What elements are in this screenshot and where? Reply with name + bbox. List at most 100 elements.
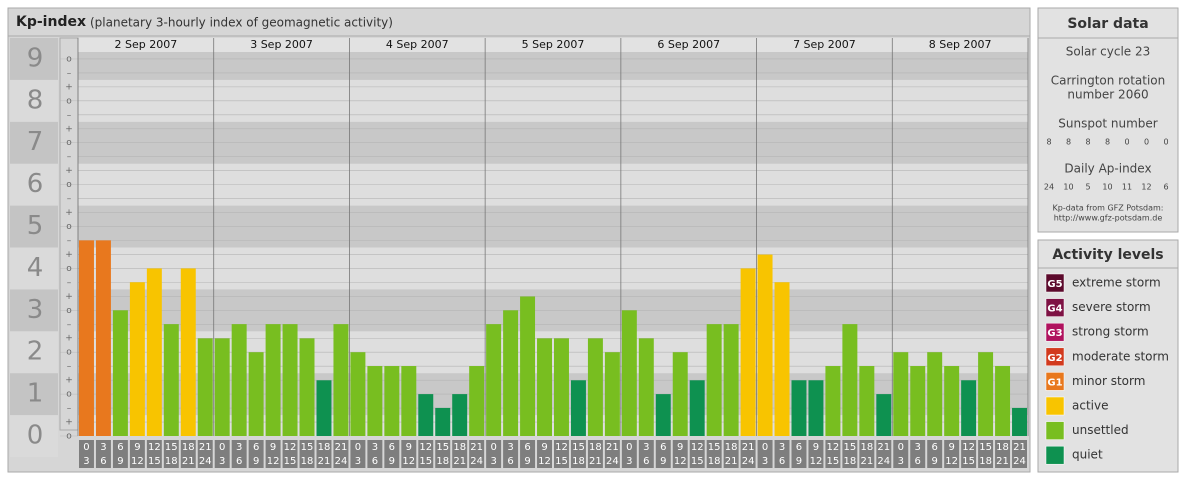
x-tick-end: 9 <box>524 456 530 467</box>
x-tick-box <box>587 440 603 468</box>
bar <box>95 240 111 436</box>
x-tick-end: 18 <box>708 456 721 467</box>
bar <box>944 366 960 436</box>
bar <box>146 268 162 436</box>
level-code: G4 <box>1047 304 1062 315</box>
x-tick-end: 18 <box>165 456 178 467</box>
chart-title: Kp-index <box>16 14 86 30</box>
x-tick-box <box>214 440 230 468</box>
bar <box>1012 407 1027 436</box>
bar <box>978 352 994 436</box>
x-tick-start: 21 <box>335 442 348 453</box>
x-tick-box <box>163 440 179 468</box>
x-tick-end: 18 <box>301 456 314 467</box>
x-tick-end: 15 <box>284 456 297 467</box>
x-tick-box <box>842 440 858 468</box>
minor-tick-label: + <box>65 124 73 134</box>
x-tick-box <box>740 440 756 468</box>
x-tick-box <box>333 440 349 468</box>
x-tick-end: 15 <box>962 456 975 467</box>
minor-tick-label: – <box>67 152 72 162</box>
x-tick-box <box>112 440 128 468</box>
level-swatch <box>1045 273 1065 293</box>
x-tick-end: 12 <box>538 456 551 467</box>
x-tick-start: 3 <box>779 442 785 453</box>
x-tick-start: 15 <box>844 442 857 453</box>
bar <box>435 407 451 436</box>
level-swatch <box>1045 396 1065 416</box>
day-header <box>485 38 621 52</box>
x-tick-box <box>689 440 705 468</box>
bar <box>129 282 145 436</box>
bar <box>876 394 892 436</box>
x-tick-box <box>672 440 688 468</box>
x-tick-box <box>961 440 977 468</box>
day-header <box>756 38 893 52</box>
x-tick-box <box>248 440 264 468</box>
x-tick-box <box>129 440 145 468</box>
bar <box>418 394 434 436</box>
x-tick-start: 0 <box>83 442 89 453</box>
x-tick-end: 3 <box>898 456 904 467</box>
x-tick-box <box>757 440 773 468</box>
x-tick-box <box>231 440 247 468</box>
x-tick-start: 18 <box>318 442 331 453</box>
level-swatch <box>1045 322 1065 342</box>
x-tick-end: 18 <box>572 456 585 467</box>
x-tick-box <box>825 440 841 468</box>
x-tick-end: 15 <box>691 456 704 467</box>
x-tick-box <box>486 440 502 468</box>
day-header <box>620 38 757 52</box>
x-tick-end: 21 <box>453 456 466 467</box>
bar <box>723 324 739 436</box>
bar <box>265 324 281 436</box>
x-tick-start: 3 <box>100 442 106 453</box>
minor-tick-label: o <box>66 96 72 106</box>
minor-tick-label: – <box>67 68 72 78</box>
x-tick-end: 21 <box>725 456 738 467</box>
y-tick-label: 4 <box>27 253 44 283</box>
x-tick-start: 18 <box>725 442 738 453</box>
bar <box>112 310 128 436</box>
bar <box>910 366 926 436</box>
label-band <box>10 331 58 374</box>
y-tick-label: 6 <box>27 169 44 199</box>
level-swatch <box>1045 445 1065 465</box>
x-tick-end: 6 <box>507 456 513 467</box>
minor-tick-label: o <box>66 306 72 316</box>
x-tick-box <box>146 440 162 468</box>
bar <box>452 394 468 436</box>
bar <box>570 380 586 436</box>
x-tick-end: 15 <box>148 456 161 467</box>
x-tick-start: 12 <box>827 442 840 453</box>
label-band <box>10 415 58 457</box>
bar <box>367 366 383 436</box>
minor-tick-label: + <box>65 166 73 176</box>
bar <box>401 366 417 436</box>
bar <box>621 310 637 436</box>
label-band <box>10 247 58 290</box>
x-tick-start: 12 <box>284 442 297 453</box>
level-code: G3 <box>1047 328 1062 339</box>
x-tick-start: 9 <box>270 442 276 453</box>
source-note: Kp-data from GFZ Potsdam: <box>1053 204 1164 213</box>
day-header <box>892 38 1028 52</box>
x-tick-end: 9 <box>796 456 802 467</box>
day-header <box>213 38 350 52</box>
x-tick-end: 15 <box>827 456 840 467</box>
ap-value: 6 <box>1163 183 1168 192</box>
sunspot-value: 0 <box>1163 138 1168 147</box>
bar <box>79 240 94 436</box>
day-label: 3 Sep 2007 <box>250 38 313 51</box>
x-tick-box <box>604 440 620 468</box>
x-tick-end: 18 <box>436 456 449 467</box>
x-tick-start: 18 <box>453 442 466 453</box>
x-tick-start: 9 <box>541 442 547 453</box>
minor-tick-label: + <box>65 376 73 386</box>
ap-value: 24 <box>1044 183 1054 192</box>
minor-tick-label: + <box>65 82 73 92</box>
x-tick-start: 12 <box>555 442 568 453</box>
bar <box>486 324 502 436</box>
x-tick-box <box>723 440 739 468</box>
